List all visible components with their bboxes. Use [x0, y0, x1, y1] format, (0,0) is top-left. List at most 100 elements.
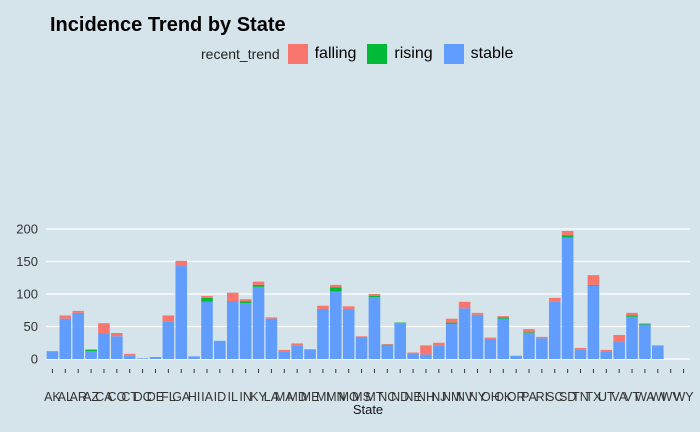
bar-DC-stable	[136, 358, 149, 359]
bar-WA-falling	[639, 323, 651, 324]
legend-item-rising: rising	[367, 44, 433, 64]
bar-OK-falling	[497, 316, 510, 318]
y-tick-label: 100	[16, 287, 38, 302]
x-tick-label: CO	[107, 390, 126, 404]
bar-AL-stable	[59, 318, 72, 359]
bar-CO-stable	[111, 336, 123, 359]
x-tick-label: DC	[134, 390, 152, 404]
bar-SD-falling	[561, 230, 574, 236]
bar-GA-stable	[175, 266, 188, 359]
x-tick-label: VT	[624, 390, 640, 404]
bar-MN-falling	[330, 284, 342, 288]
bar-AZ-stable	[85, 351, 97, 359]
bar-ME-stable	[304, 349, 316, 359]
bar-DE-stable	[149, 357, 162, 359]
legend-label-rising: rising	[394, 45, 433, 62]
bar-NV-falling	[458, 301, 471, 309]
bar-IN-rising	[239, 301, 252, 304]
bar-IA-stable	[201, 301, 213, 359]
bar-VT-falling	[626, 312, 638, 316]
x-tick-label: NH	[417, 390, 435, 404]
bar-RI-falling	[536, 336, 548, 339]
x-tick-label: PA	[521, 390, 537, 404]
bar-TX-stable	[587, 285, 600, 359]
bar-MS-falling	[355, 336, 368, 337]
bar-PA-rising	[523, 332, 535, 333]
legend-swatch-falling	[287, 44, 308, 64]
bar-AZ-rising	[85, 349, 97, 352]
x-tick-label: IN	[239, 390, 252, 404]
x-tick-label: WA	[635, 390, 655, 404]
bar-CA-falling	[98, 323, 110, 333]
bar-AL-falling	[59, 315, 72, 319]
bar-MT-rising	[368, 295, 381, 298]
x-tick-label: NE	[404, 390, 421, 404]
x-tick-label: OK	[494, 390, 513, 404]
bar-MN-stable	[330, 291, 342, 359]
bar-MS-stable	[355, 336, 368, 359]
y-tick-label: 0	[31, 352, 38, 367]
bar-AK-stable	[46, 351, 59, 359]
bar-VT-rising	[626, 315, 638, 317]
x-tick-label: AL	[58, 390, 73, 404]
x-tick-label: KY	[250, 390, 267, 404]
legend-label-falling: falling	[314, 45, 357, 62]
x-tick-label: WV	[661, 390, 682, 404]
bar-NM-rising	[445, 322, 458, 324]
bar-AZ-falling	[85, 349, 97, 350]
bar-NC-falling	[381, 344, 394, 345]
x-tick-label: OH	[481, 390, 500, 404]
x-tick-label: ND	[391, 390, 409, 404]
bar-IL-falling	[226, 292, 239, 302]
bar-KY-stable	[252, 286, 265, 359]
x-tick-label: WI	[650, 390, 665, 404]
x-tick-label: NC	[378, 390, 396, 404]
bar-NY-falling	[471, 312, 484, 315]
bar-SD-stable	[561, 237, 574, 359]
bar-WA-stable	[639, 324, 651, 359]
bar-CA-stable	[98, 333, 110, 359]
chart-title: Incidence Trend by State	[50, 14, 286, 36]
bar-SC-falling	[548, 297, 561, 302]
bar-ND-stable	[394, 323, 406, 359]
bar-CT-falling	[123, 353, 136, 356]
bar-NE-stable	[407, 353, 419, 359]
x-tick-label: ID	[214, 390, 227, 404]
bar-MI-stable	[317, 308, 329, 359]
bar-NV-stable	[458, 308, 471, 359]
bar-TX-falling	[587, 275, 600, 285]
bar-MN-rising	[330, 287, 342, 292]
bar-MD-stable	[291, 345, 303, 359]
bar-MT-falling	[368, 294, 381, 296]
x-tick-label: AR	[70, 390, 87, 404]
bar-AR-stable	[72, 312, 84, 359]
bar-PA-falling	[523, 329, 535, 333]
bar-AR-falling	[72, 310, 84, 313]
x-tick-label: UT	[598, 390, 615, 404]
legend: recent_trend falling rising stable	[201, 44, 524, 64]
bar-OR-stable	[510, 355, 522, 359]
bar-ND-rising	[394, 322, 406, 324]
bar-VA-stable	[613, 342, 625, 359]
bar-IL-rising	[226, 301, 239, 302]
x-tick-label: IL	[228, 390, 238, 404]
x-tick-label: AK	[44, 390, 61, 404]
x-tick-label: FL	[161, 390, 176, 404]
x-tick-label: CT	[121, 390, 138, 404]
bar-IL-stable	[226, 301, 239, 359]
bar-NC-stable	[381, 345, 394, 359]
bar-LA-stable	[265, 318, 278, 359]
x-tick-label: MD	[287, 390, 306, 404]
bar-NH-falling	[420, 345, 432, 355]
x-tick-label: HI	[188, 390, 201, 404]
bar-MD-falling	[291, 343, 303, 346]
x-tick-label: AZ	[83, 390, 99, 404]
x-tick-label: MS	[352, 390, 371, 404]
x-tick-label: OR	[507, 390, 526, 404]
legend-label-stable: stable	[470, 45, 514, 62]
bar-UT-stable	[600, 351, 613, 359]
bar-MT-stable	[368, 297, 381, 359]
y-tick-label: 200	[16, 222, 38, 237]
